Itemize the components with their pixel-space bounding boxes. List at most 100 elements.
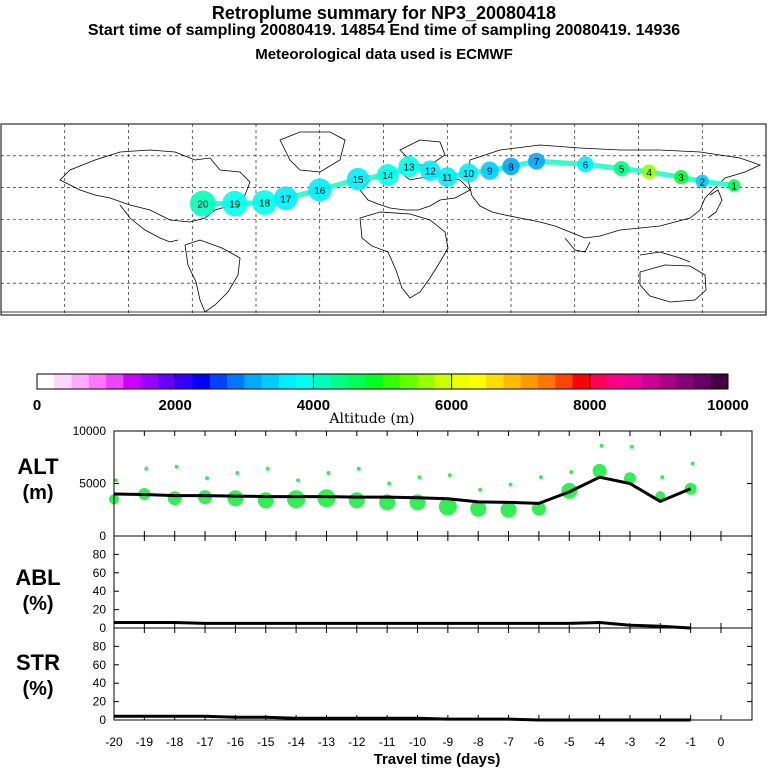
map-marker-label: 3: [678, 173, 684, 184]
map-marker: 10: [459, 163, 478, 183]
colorbar-cell: [123, 374, 142, 389]
x-tick-label: -13: [318, 735, 336, 749]
str-panel-unit: (%): [22, 678, 53, 700]
alt-panel-unit: (m): [22, 482, 53, 504]
colorbar-cell: [244, 374, 263, 389]
colorbar-cell: [106, 374, 124, 389]
alt-scatter-point: [417, 475, 422, 480]
colorbar-cell: [693, 374, 712, 389]
map-marker: 19: [222, 190, 248, 217]
map-marker-label: 14: [382, 171, 394, 182]
colorbar-cell: [555, 374, 574, 389]
colorbar-ticks: 0 2000 4000 6000 8000 10000: [33, 374, 749, 414]
alt-cluster: [257, 492, 274, 509]
x-tick-label: -3: [625, 735, 636, 749]
alt-scatter-point: [508, 482, 513, 487]
map-marker: 9: [480, 161, 499, 180]
coastlines: [1, 131, 766, 313]
colorbar-cell: [468, 374, 487, 389]
map-marker-dot: [528, 152, 545, 170]
x-tick-label: -6: [534, 735, 545, 749]
colorbar-cell: [451, 374, 470, 389]
y-tick-labels: 0 5000 10000 0 20 40 60 80 0 20 40 60 80: [73, 424, 107, 727]
colorbar-cell: [537, 374, 556, 389]
map-marker-label: 5: [619, 165, 625, 176]
map-marker: 2: [695, 174, 709, 188]
colorbar-cell: [624, 374, 643, 389]
map-marker-label: 13: [403, 162, 415, 173]
sampling-times: Start time of sampling 20080419. 14854 E…: [87, 22, 681, 39]
alt-cluster: [198, 490, 213, 505]
map-marker-label: 2: [699, 177, 705, 188]
abl-panel-frame: [113, 535, 753, 629]
alt-cluster: [167, 491, 182, 506]
alt-cluster: [592, 463, 607, 478]
colorbar-tick-label: 10000: [707, 397, 749, 414]
map-marker: 14: [376, 164, 399, 186]
map-marker-label: 16: [314, 186, 326, 197]
alt-scatter-point: [174, 464, 179, 469]
alt-cluster: [623, 472, 636, 485]
map-marker-label: 10: [463, 169, 475, 180]
alt-cluster: [317, 489, 336, 508]
alt-y-tick-label: 0: [99, 529, 106, 543]
alt-scatter-point: [205, 476, 210, 481]
colorbar-cell: [417, 374, 435, 389]
map-marker-dot: [502, 157, 520, 176]
met-data-label: Meteorological data used is ECMWF: [255, 46, 513, 63]
alt-scatter-point: [387, 481, 392, 486]
alt-scatter-point: [629, 444, 634, 449]
alt-scatter-point: [447, 473, 452, 478]
map-marker-dot: [252, 190, 277, 215]
colorbar-cell: [192, 374, 211, 389]
alt-y-tick-label: 10000: [73, 424, 107, 438]
colorbar-cell: [347, 374, 366, 389]
colorbar-tick-label: 8000: [573, 397, 606, 414]
map-marker-dot: [613, 160, 630, 177]
panel-ticks: [113, 430, 752, 721]
alt-scatter-point: [144, 466, 149, 471]
str-line: [114, 714, 691, 722]
colorbar-label: Altitude (m): [328, 411, 414, 427]
map-marker-dot: [480, 161, 499, 180]
str-y-tick-label: 40: [93, 676, 107, 690]
alt-cluster: [684, 482, 697, 495]
x-tick-label: -7: [503, 735, 514, 749]
alt-scatter-point: [265, 466, 270, 471]
map-marker-dot: [641, 164, 657, 180]
x-tick-label: -1: [685, 735, 696, 749]
colorbar-cell: [227, 374, 245, 389]
x-axis-label: Travel time (days): [374, 751, 501, 768]
colorbar-cell: [607, 374, 625, 389]
alt-scatter-point: [114, 478, 118, 483]
alt-scatter-point: [599, 443, 604, 448]
colorbar-cell: [486, 374, 504, 389]
map-marker-dot: [346, 167, 370, 191]
map-marker-label: 9: [487, 167, 493, 178]
map-marker-dot: [673, 170, 689, 185]
colorbar-cell: [365, 374, 383, 389]
x-tick-labels: -20 -19 -18 -17 -16 -15 -14 -13 -12 -11 -10 -9 -8 -7-…: [105, 735, 724, 749]
map-marker-dot: [695, 174, 709, 188]
colorbar-cell: [658, 374, 677, 389]
map-marker: 12: [420, 160, 441, 181]
map-marker: 5: [613, 160, 630, 177]
altitude-colorbar: 0 2000 4000 6000 8000 10000 Altitude (m): [33, 373, 749, 427]
map-marker: 4: [641, 164, 657, 180]
alt-panel-label: ALT: [17, 454, 59, 479]
alt-cluster-markers: [109, 463, 697, 518]
map-marker-dot: [727, 179, 741, 192]
colorbar-tick-label: 2000: [159, 397, 192, 414]
abl-panel-label: ABL: [15, 565, 60, 590]
x-tick-label: -19: [136, 735, 154, 749]
colorbar-cell: [503, 374, 522, 389]
colorbar-cell: [261, 374, 280, 389]
alt-scatter-points: [114, 443, 695, 492]
time-series: ALT (m) ABL (%) STR (%) 0 5000 10000 0 20 40 6…: [15, 424, 753, 768]
colorbar-cell: [572, 374, 591, 389]
alt-cluster: [438, 497, 457, 516]
colorbar-cell: [157, 374, 176, 389]
map-grid: [1, 124, 766, 315]
colorbar-cell: [382, 374, 401, 389]
map-marker-label: 15: [352, 175, 364, 186]
